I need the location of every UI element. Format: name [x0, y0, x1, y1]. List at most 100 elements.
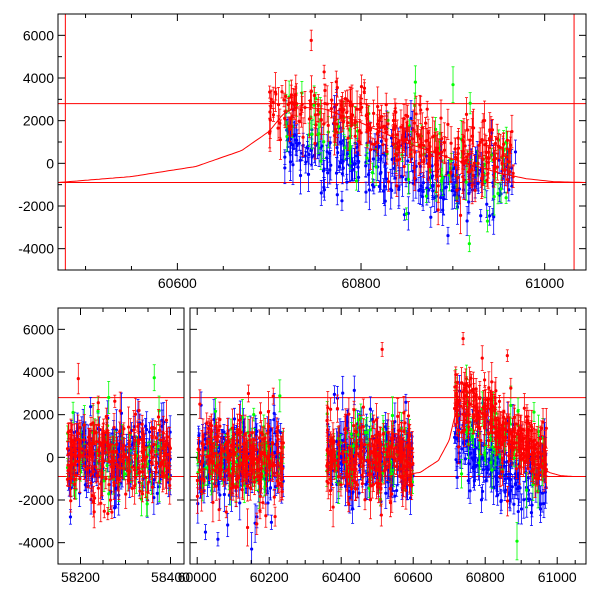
- bottom-series-2-point: [99, 501, 103, 505]
- top-series-1-point: [413, 80, 417, 84]
- top-series-2-point: [476, 161, 480, 165]
- bottom-series-2-point: [116, 476, 121, 481]
- bottom-series-1-point: [71, 410, 75, 415]
- bottom-series-0-point: [83, 483, 87, 487]
- bottom-series-2-point: [94, 465, 98, 469]
- top-series-2-point: [334, 103, 339, 107]
- top-series-2-point: [301, 135, 305, 139]
- top-series-2-point: [332, 121, 336, 125]
- top-series-0-point: [379, 170, 383, 175]
- bottom-series-2-point: [133, 412, 138, 416]
- top-series-2-point: [375, 140, 379, 144]
- top-ytick-label: 0: [46, 155, 54, 171]
- top-series-2-point: [346, 136, 350, 140]
- top-series-2-point: [370, 142, 374, 146]
- bottom-series-1-point: [96, 409, 100, 413]
- top-series-2-point: [313, 113, 318, 117]
- bottom-series-2-point: [89, 481, 93, 485]
- top-series-2-point: [313, 141, 317, 145]
- top-series-2-point: [455, 156, 459, 161]
- top-series-2-point: [393, 124, 398, 128]
- top-series-0-point: [290, 143, 294, 147]
- top-series-0-point: [294, 141, 299, 145]
- bottom-series-0-point: [145, 427, 149, 432]
- top-series-2-point: [428, 153, 433, 158]
- top-series-1-point: [406, 177, 411, 181]
- bottom-series-2-point: [104, 450, 108, 455]
- top-series-2-point: [335, 122, 339, 126]
- top-series-2-point: [416, 134, 420, 138]
- top-series-2-point: [493, 164, 497, 168]
- top-series-0-point: [409, 116, 413, 121]
- top-series-2-point: [425, 107, 429, 111]
- bottom-series-2-point: [138, 489, 142, 493]
- top-series-1-point: [467, 242, 471, 246]
- bottom-series-1-point: [102, 479, 106, 483]
- top-series-2-point: [414, 112, 418, 116]
- top-series-2-point: [391, 118, 396, 123]
- bottom-frame-0: [57, 307, 185, 565]
- top-series-2-point: [353, 121, 357, 125]
- bottom-series-2-point: [132, 468, 137, 472]
- top-series-1-point: [370, 171, 375, 175]
- top-series-0-point: [364, 190, 368, 194]
- bottom-series-2-point: [124, 492, 128, 496]
- top-series-2-point: [309, 38, 313, 42]
- top-series-2-point: [372, 111, 376, 115]
- top-ytick-label: -2000: [18, 198, 54, 214]
- top-series-2-point: [449, 141, 453, 145]
- top-series-2-point: [461, 138, 465, 142]
- top-series-0-point: [367, 188, 371, 192]
- top-series-0-point: [371, 157, 375, 161]
- top-series-2-point: [462, 135, 466, 139]
- top-series-2-point: [505, 178, 510, 182]
- top-series-2-point: [488, 138, 492, 142]
- top-plot-area: [58, 14, 586, 270]
- bottom-series-2-point: [101, 446, 105, 451]
- top-series-2-point: [487, 156, 491, 160]
- top-series-1-point: [285, 134, 289, 139]
- top-series-0-point: [444, 185, 448, 189]
- bottom-series-2-point: [65, 447, 70, 451]
- bottom-series-2-point: [158, 438, 162, 442]
- bottom-xtick-label: 58200: [61, 569, 100, 585]
- top-ytick-label: 6000: [23, 27, 54, 43]
- bottom-series-2-point: [108, 498, 113, 502]
- top-series-2-point: [412, 166, 416, 170]
- bottom-series-2-point: [113, 399, 117, 403]
- top-series-2-point: [480, 138, 484, 142]
- top-series-2-point: [379, 114, 384, 119]
- bottom-series-2-point: [128, 431, 132, 435]
- top-series-2-point: [426, 131, 430, 135]
- top-series-2-point: [365, 130, 369, 134]
- top-series-2-point: [345, 110, 349, 115]
- top-series-2-point: [359, 102, 363, 106]
- bottom-series-2-point: [105, 428, 110, 433]
- top-series-2-point: [465, 155, 469, 159]
- top-series-0-point: [351, 167, 355, 171]
- top-series-2-point: [282, 98, 286, 102]
- top-series-2-point: [493, 141, 498, 146]
- top-series-2-point: [413, 176, 417, 180]
- bottom-series-1-point: [107, 395, 111, 400]
- bottom-series-2-point: [161, 474, 165, 478]
- top-series-1-point: [348, 146, 352, 150]
- top-series-0-point: [355, 145, 359, 149]
- bottom-series-2-point: [78, 477, 82, 481]
- top-series-1-point: [451, 83, 455, 87]
- top-series-2-point: [402, 164, 406, 169]
- bottom-series-2-point: [140, 470, 145, 474]
- bottom-series-2-point: [140, 492, 145, 496]
- bottom-series-2-point: [102, 439, 107, 444]
- bottom-series-2-point: [78, 439, 82, 444]
- bottom-series-2-point: [73, 482, 77, 486]
- bottom-series-2-point: [110, 510, 114, 514]
- top-series-1-point: [374, 165, 378, 169]
- top-series-0-point: [461, 188, 465, 192]
- top-series-0-point: [336, 150, 340, 155]
- bottom-series-1-point: [107, 492, 111, 496]
- top-xtick-label: 61000: [525, 275, 564, 291]
- bottom-series-2-point: [136, 440, 141, 444]
- bottom-series-2-point: [92, 441, 96, 446]
- top-series-1-point: [434, 190, 438, 194]
